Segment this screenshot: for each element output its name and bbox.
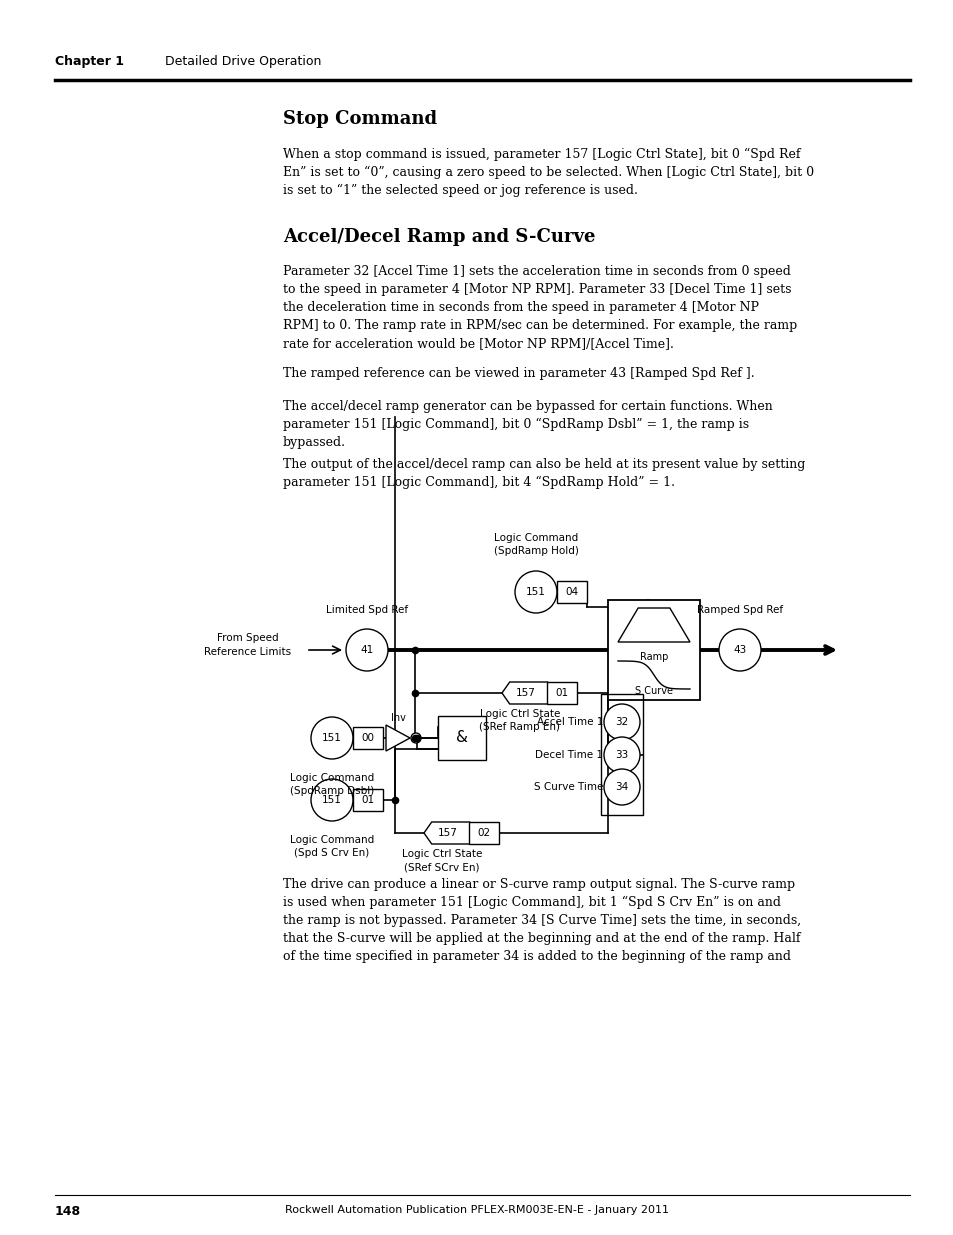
Text: S Curve Time: S Curve Time	[533, 782, 602, 792]
Text: Ramp: Ramp	[639, 652, 667, 662]
Circle shape	[411, 734, 420, 743]
Bar	[469, 823, 498, 844]
Text: Logic Command
(SpdRamp Hold): Logic Command (SpdRamp Hold)	[493, 532, 578, 556]
Bar	[600, 694, 642, 815]
Circle shape	[603, 737, 639, 773]
Text: RPM] to 0. The ramp rate in RPM/sec can be determined. For example, the ramp: RPM] to 0. The ramp rate in RPM/sec can …	[283, 319, 797, 332]
Text: From Speed
Reference Limits: From Speed Reference Limits	[204, 634, 292, 657]
Circle shape	[719, 629, 760, 671]
Text: that the S-curve will be applied at the beginning and at the end of the ramp. Ha: that the S-curve will be applied at the …	[283, 932, 800, 945]
Bar	[607, 600, 700, 700]
Text: Decel Time 1: Decel Time 1	[535, 750, 602, 760]
Bar	[353, 727, 382, 748]
Text: S Curve: S Curve	[635, 685, 672, 697]
Bar	[353, 789, 382, 811]
Circle shape	[311, 718, 353, 760]
Text: 00: 00	[361, 734, 375, 743]
Bar	[546, 682, 577, 704]
Text: Logic Command
(SpdRamp Dsbl): Logic Command (SpdRamp Dsbl)	[290, 773, 374, 797]
Text: 34: 34	[615, 782, 628, 792]
Text: Chapter 1: Chapter 1	[55, 56, 124, 68]
Text: parameter 151 [Logic Command], bit 4 “SpdRamp Hold” = 1.: parameter 151 [Logic Command], bit 4 “Sp…	[283, 475, 675, 489]
Text: 148: 148	[55, 1205, 81, 1218]
Text: 32: 32	[615, 718, 628, 727]
Circle shape	[346, 629, 388, 671]
Text: is used when parameter 151 [Logic Command], bit 1 “Spd S Crv En” is on and: is used when parameter 151 [Logic Comman…	[283, 897, 781, 909]
Text: 151: 151	[322, 795, 341, 805]
Text: bypassed.: bypassed.	[283, 436, 346, 450]
Bar	[437, 716, 485, 760]
Text: 41: 41	[360, 645, 374, 655]
Text: the deceleration time in seconds from the speed in parameter 4 [Motor NP: the deceleration time in seconds from th…	[283, 301, 759, 314]
Text: Ramped Spd Ref: Ramped Spd Ref	[697, 605, 782, 615]
Text: Rockwell Automation Publication PFLEX-RM003E-EN-E - January 2011: Rockwell Automation Publication PFLEX-RM…	[285, 1205, 668, 1215]
Text: 33: 33	[615, 750, 628, 760]
Circle shape	[311, 779, 353, 821]
Text: is set to “1” the selected speed or jog reference is used.: is set to “1” the selected speed or jog …	[283, 184, 638, 198]
Bar	[557, 580, 586, 603]
Text: Logic Ctrl State
(SRef Ramp En): Logic Ctrl State (SRef Ramp En)	[479, 709, 560, 732]
Circle shape	[603, 769, 639, 805]
Text: The accel/decel ramp generator can be bypassed for certain functions. When: The accel/decel ramp generator can be by…	[283, 400, 772, 412]
Text: Stop Command: Stop Command	[283, 110, 436, 128]
Text: rate for acceleration would be [Motor NP RPM]/[Accel Time].: rate for acceleration would be [Motor NP…	[283, 337, 673, 350]
Text: 151: 151	[322, 734, 341, 743]
Text: parameter 151 [Logic Command], bit 0 “SpdRamp Dsbl” = 1, the ramp is: parameter 151 [Logic Command], bit 0 “Sp…	[283, 417, 748, 431]
Text: &: &	[456, 730, 468, 746]
Text: 151: 151	[525, 587, 545, 597]
Text: 01: 01	[555, 688, 568, 698]
Text: Logic Command
(Spd S Crv En): Logic Command (Spd S Crv En)	[290, 835, 374, 858]
Text: 04: 04	[565, 587, 578, 597]
Polygon shape	[501, 682, 547, 704]
Text: of the time specified in parameter 34 is added to the beginning of the ramp and: of the time specified in parameter 34 is…	[283, 950, 790, 963]
Text: Limited Spd Ref: Limited Spd Ref	[326, 605, 408, 615]
Text: 02: 02	[476, 827, 490, 839]
Text: 01: 01	[361, 795, 375, 805]
Text: the ramp is not bypassed. Parameter 34 [S Curve Time] sets the time, in seconds,: the ramp is not bypassed. Parameter 34 […	[283, 914, 801, 927]
Text: Parameter 32 [Accel Time 1] sets the acceleration time in seconds from 0 speed: Parameter 32 [Accel Time 1] sets the acc…	[283, 266, 790, 278]
Circle shape	[603, 704, 639, 740]
Polygon shape	[386, 725, 410, 751]
Text: When a stop command is issued, parameter 157 [Logic Ctrl State], bit 0 “Spd Ref: When a stop command is issued, parameter…	[283, 148, 800, 162]
Text: 157: 157	[437, 827, 456, 839]
Text: The drive can produce a linear or S-curve ramp output signal. The S-curve ramp: The drive can produce a linear or S-curv…	[283, 878, 794, 890]
Text: 157: 157	[515, 688, 535, 698]
Text: Logic Ctrl State
(SRef SCrv En): Logic Ctrl State (SRef SCrv En)	[401, 848, 481, 872]
Text: 43: 43	[733, 645, 746, 655]
Circle shape	[515, 571, 557, 613]
Text: The ramped reference can be viewed in parameter 43 [Ramped Spd Ref ].: The ramped reference can be viewed in pa…	[283, 367, 754, 380]
Polygon shape	[423, 823, 470, 844]
Text: En” is set to “0”, causing a zero speed to be selected. When [Logic Ctrl State],: En” is set to “0”, causing a zero speed …	[283, 165, 813, 179]
Text: Inv: Inv	[390, 713, 405, 722]
Text: to the speed in parameter 4 [Motor NP RPM]. Parameter 33 [Decel Time 1] sets: to the speed in parameter 4 [Motor NP RP…	[283, 283, 791, 296]
Text: Accel/Decel Ramp and S-Curve: Accel/Decel Ramp and S-Curve	[283, 228, 595, 246]
Text: Accel Time 1: Accel Time 1	[536, 718, 602, 727]
Text: Detailed Drive Operation: Detailed Drive Operation	[165, 56, 321, 68]
Text: The output of the accel/decel ramp can also be held at its present value by sett: The output of the accel/decel ramp can a…	[283, 458, 804, 471]
